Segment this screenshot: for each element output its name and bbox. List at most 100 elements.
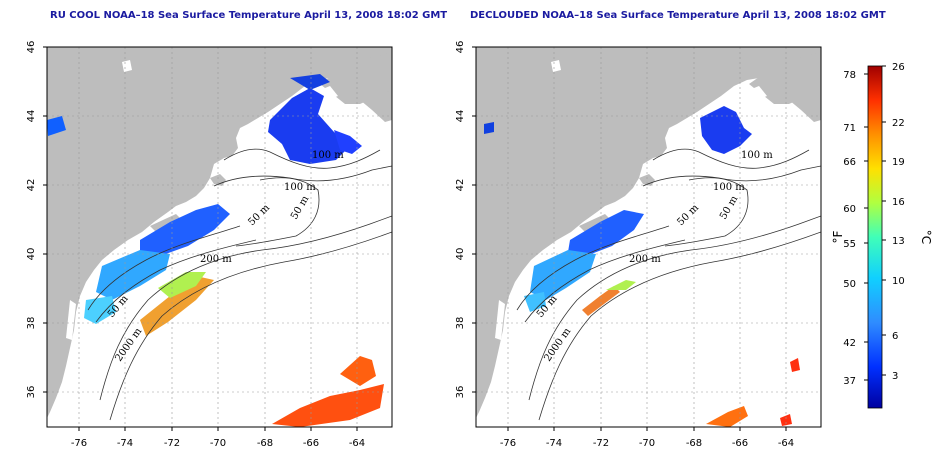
y-tick-label: 42 [455, 179, 466, 192]
fahrenheit-tick-label: 37 [843, 376, 856, 387]
x-tick-label: -66 [732, 438, 748, 449]
celsius-tick-label: 6 [892, 331, 898, 342]
y-tick-label: 38 [455, 317, 466, 330]
x-axis-labels: -76 -74 -72 -70 -68 -66 -64 [500, 438, 794, 449]
x-tick-label: -72 [164, 438, 180, 449]
contour-label: 100 m [741, 150, 773, 161]
sst-patch-gulf-of-maine [700, 106, 752, 154]
land-mass [476, 47, 821, 418]
fahrenheit-tick-label: 66 [843, 157, 856, 168]
sst-patch-slope-green [606, 280, 636, 290]
sst-patches [47, 74, 384, 427]
celsius-tick-label: 19 [892, 157, 905, 168]
contour-shelf-1 [87, 225, 241, 311]
y-tick-label: 44 [455, 110, 466, 123]
sst-patch-slope-warm [582, 286, 620, 316]
x-tick-label: -64 [778, 438, 794, 449]
celsius-tick-label: 16 [892, 197, 905, 208]
sst-patch-upper-left [47, 116, 66, 136]
contour-label: 100 m [713, 182, 745, 193]
sst-patch-inner-shelf [524, 292, 546, 312]
delaware-bay [90, 276, 100, 292]
nova-scotia [749, 52, 821, 104]
x-tick-label: -64 [349, 438, 365, 449]
contour-deep [109, 231, 392, 421]
celsius-tick-label: 3 [892, 371, 898, 382]
left-map: 100 m 100 m 50 m 50 m 200 m 50 m 2000 m … [26, 41, 393, 449]
nova-scotia [320, 52, 392, 104]
x-tick-label: -66 [303, 438, 319, 449]
graticule [47, 47, 392, 427]
x-tick-label: -76 [71, 438, 87, 449]
long-island [579, 214, 609, 232]
contour-100m [652, 148, 810, 169]
graticule [476, 47, 821, 427]
bay-of-fundy [320, 86, 338, 100]
sst-patch-gulf-stream-south [272, 384, 384, 427]
x-tick-label: -72 [593, 438, 609, 449]
map-frame [46, 46, 393, 428]
chesapeake-bay [495, 300, 505, 340]
x-tick-label: -76 [500, 438, 516, 449]
fahrenheit-tick-label: 42 [843, 338, 856, 349]
contour-shelf-2 [95, 239, 257, 323]
inland-lake [122, 60, 132, 72]
contour-label: 100 m [284, 182, 316, 193]
sst-patch-midatlantic-shelf [530, 250, 596, 300]
x-tick-label: -68 [257, 438, 273, 449]
fahrenheit-tick-label: 50 [843, 279, 856, 290]
contour-2000m [528, 215, 821, 401]
y-tick-label: 42 [26, 179, 37, 192]
delaware-bay [519, 276, 529, 292]
sst-patch-gulf-stream-east [340, 356, 376, 386]
sst-patch-gulf-stream-east [790, 358, 800, 372]
x-tick-label: -74 [546, 438, 562, 449]
land-mass [47, 47, 392, 418]
y-axis-labels: 36 38 40 42 44 46 [455, 41, 466, 399]
chesapeake-bay [66, 300, 76, 340]
x-tick-label: -70 [210, 438, 226, 449]
y-tick-label: 36 [26, 386, 37, 399]
sst-patch-slope-green [158, 272, 206, 298]
axis-ticks [472, 46, 787, 431]
y-tick-label: 40 [455, 248, 466, 261]
sst-patch-southern-ne [568, 210, 644, 256]
right-map-title: DECLOUDED NOAA–18 Sea Surface Temperatur… [470, 10, 886, 21]
bathymetry-contours [516, 148, 821, 421]
y-tick-label: 40 [26, 248, 37, 261]
x-tick-label: -68 [686, 438, 702, 449]
fahrenheit-tick-label: 55 [843, 239, 856, 250]
sst-patch-south-east [780, 414, 792, 426]
contour-label: 100 m [312, 150, 344, 161]
x-axis-labels: -76 -74 -72 -70 -68 -66 -64 [71, 438, 365, 449]
contour-georges [235, 177, 320, 247]
y-tick-label: 36 [455, 386, 466, 399]
bathymetry-contours [87, 148, 392, 421]
sst-patch-upper-left [484, 122, 494, 134]
axis-ticks [43, 46, 358, 431]
celsius-tick-label: 22 [892, 118, 905, 129]
sst-patch-scotian [334, 130, 362, 154]
sst-patches [484, 106, 800, 427]
fahrenheit-tick-label: 78 [843, 70, 856, 81]
y-tick-label: 46 [26, 41, 37, 54]
map-frame [475, 46, 822, 428]
contour-georges [664, 177, 749, 247]
contour-label: 200 m [200, 254, 232, 265]
right-map: 100 m 100 m 50 m 50 m 200 m 50 m 2000 m … [455, 41, 822, 449]
bay-of-fundy [749, 86, 767, 100]
left-map-title: RU COOL NOAA–18 Sea Surface Temperature … [50, 10, 448, 21]
y-tick-label: 44 [26, 110, 37, 123]
contour-shelf-2 [524, 239, 686, 323]
y-axis-labels: 36 38 40 42 44 46 [26, 41, 37, 399]
colorbar-ticks [864, 65, 886, 381]
contour-shelf-1 [516, 225, 670, 311]
fahrenheit-tick-label: 71 [843, 123, 856, 134]
y-tick-label: 46 [455, 41, 466, 54]
y-tick-label: 38 [26, 317, 37, 330]
fahrenheit-tick-label: 60 [843, 204, 856, 215]
colorbar-gradient [867, 65, 883, 409]
contour-2000m [99, 215, 392, 401]
sst-patch-gulf-of-maine [268, 88, 350, 164]
